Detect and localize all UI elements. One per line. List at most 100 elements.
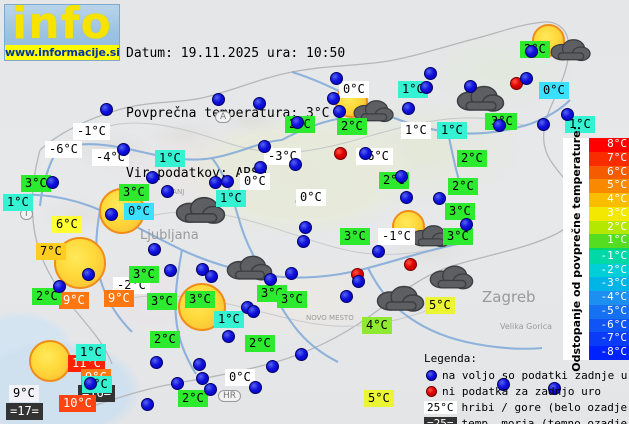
station-marker-ok[interactable]: [148, 243, 161, 256]
station-marker-ok[interactable]: [193, 358, 206, 371]
station-marker-ok[interactable]: [330, 72, 343, 85]
station-marker-ok[interactable]: [497, 378, 510, 391]
legend-row: =25= temp. morja (temno ozadje): [424, 415, 629, 424]
logo-url: www.informacije.si: [5, 45, 120, 60]
station-marker-ok[interactable]: [146, 171, 159, 184]
station-marker-ok[interactable]: [82, 268, 95, 281]
temperature-reading: 6°C: [52, 216, 82, 233]
legend-row-text: temp. morja (temno ozadje): [461, 416, 629, 424]
station-marker-ok[interactable]: [327, 92, 340, 105]
temperature-reading: 4°C: [362, 317, 392, 334]
station-marker-ok[interactable]: [372, 245, 385, 258]
station-marker-ok[interactable]: [402, 102, 415, 115]
map-label: Zagreb: [482, 288, 536, 306]
temperature-reading: 1°C: [401, 122, 431, 139]
legend-blue-dot-icon: [426, 369, 437, 381]
station-marker-ok[interactable]: [291, 116, 304, 129]
temperature-reading: 5°C: [425, 297, 455, 314]
station-marker-ok[interactable]: [254, 161, 267, 174]
temperature-reading: 9°C: [59, 292, 89, 309]
station-marker-ok[interactable]: [222, 330, 235, 343]
station-marker-ok[interactable]: [460, 218, 473, 231]
temperature-reading: 1°C: [214, 311, 244, 328]
temperature-reading: 2°C: [150, 331, 180, 348]
station-marker-ok[interactable]: [264, 273, 277, 286]
station-marker-ok[interactable]: [204, 383, 217, 396]
cloud-dark-icon: [225, 252, 273, 282]
station-marker-ok[interactable]: [537, 118, 550, 131]
station-marker-ok[interactable]: [150, 356, 163, 369]
station-marker-ok[interactable]: [221, 175, 234, 188]
temperature-reading: 0°C: [124, 203, 154, 220]
station-marker-ok[interactable]: [100, 103, 113, 116]
temperature-reading: 9°C: [104, 290, 134, 307]
station-marker-ok[interactable]: [46, 176, 59, 189]
scale-step: 2°C: [589, 220, 629, 235]
station-marker-ok[interactable]: [171, 377, 184, 390]
station-marker-ok[interactable]: [164, 264, 177, 277]
map-label: NOVO MESTO: [306, 314, 354, 322]
road-badge: A: [215, 111, 232, 123]
station-marker-ok[interactable]: [205, 270, 218, 283]
scale-title-text: Odstopanje od povprečne temperature:: [569, 126, 583, 372]
station-marker-ok[interactable]: [297, 235, 310, 248]
sun-disc: [29, 340, 71, 382]
station-marker-ok[interactable]: [117, 143, 130, 156]
station-marker-ok[interactable]: [400, 191, 413, 204]
station-marker-ok[interactable]: [247, 305, 260, 318]
station-marker-ok[interactable]: [433, 192, 446, 205]
station-marker-ok[interactable]: [561, 108, 574, 121]
legend-sea-chip: =25=: [424, 416, 457, 424]
legend: Legenda: na voljo so podatki zadnje ure n…: [424, 352, 629, 424]
station-marker-ok[interactable]: [105, 208, 118, 221]
station-marker-ok[interactable]: [285, 267, 298, 280]
temperature-reading: 1°C: [565, 116, 595, 133]
station-marker-ok[interactable]: [266, 360, 279, 373]
temperature-reading: 5°C: [364, 390, 394, 407]
header-source-line: Vir podatkov: ARSO: [126, 166, 267, 181]
station-marker-ok[interactable]: [196, 372, 209, 385]
temperature-reading: 1°C: [216, 190, 246, 207]
station-marker-ok[interactable]: [299, 221, 312, 234]
station-marker-ok[interactable]: [340, 290, 353, 303]
scale-step: 5°C: [589, 179, 629, 194]
station-marker-ok[interactable]: [520, 72, 533, 85]
station-marker-nodata[interactable]: [334, 147, 347, 160]
station-marker-ok[interactable]: [493, 119, 506, 132]
station-marker-ok[interactable]: [212, 93, 225, 106]
station-marker-ok[interactable]: [295, 348, 308, 361]
scale-title-box: Odstopanje od povprečne temperature:: [563, 126, 589, 372]
station-marker-ok[interactable]: [359, 147, 372, 160]
legend-rows: na voljo so podatki zadnje ure ni podatka…: [424, 367, 629, 424]
station-marker-ok[interactable]: [420, 81, 433, 94]
station-marker-ok[interactable]: [395, 170, 408, 183]
station-marker-ok[interactable]: [548, 382, 561, 395]
temperature-reading: -6°C: [45, 141, 82, 158]
station-marker-ok[interactable]: [253, 97, 266, 110]
scale-step: [589, 248, 629, 250]
station-marker-ok[interactable]: [352, 275, 365, 288]
station-marker-ok[interactable]: [161, 185, 174, 198]
temperature-reading: 3°C: [277, 291, 307, 308]
station-marker-nodata[interactable]: [404, 258, 417, 271]
station-marker-ok[interactable]: [525, 45, 538, 58]
temperature-reading: 0°C: [296, 189, 326, 206]
station-marker-ok[interactable]: [424, 67, 437, 80]
site-logo[interactable]: info www.informacije.si: [4, 4, 120, 61]
station-marker-ok[interactable]: [333, 105, 346, 118]
temperature-reading: 0°C: [339, 81, 369, 98]
station-marker-ok[interactable]: [84, 377, 97, 390]
station-marker-ok[interactable]: [141, 398, 154, 411]
station-marker-ok[interactable]: [209, 176, 222, 189]
station-marker-ok[interactable]: [258, 140, 271, 153]
temperature-reading: 3°C: [185, 291, 215, 308]
temperature-reading: 3°C: [21, 175, 51, 192]
header-date-line: Datum: 19.11.2025 ura: 10:50: [126, 46, 346, 61]
station-marker-ok[interactable]: [249, 381, 262, 394]
scale-step: 6°C: [589, 165, 629, 180]
temperature-deviation-scale: Odstopanje od povprečne temperature: 8°C…: [563, 126, 629, 372]
station-marker-ok[interactable]: [464, 80, 477, 93]
temperature-reading: 2°C: [245, 335, 275, 352]
station-marker-ok[interactable]: [53, 280, 66, 293]
station-marker-ok[interactable]: [289, 158, 302, 171]
